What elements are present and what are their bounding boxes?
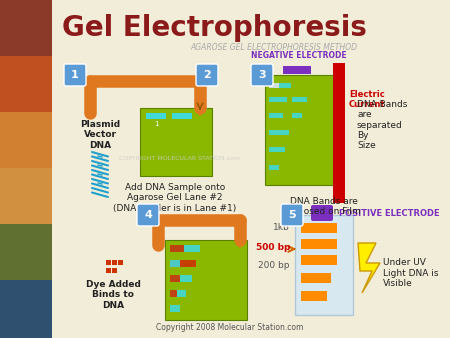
- FancyBboxPatch shape: [137, 204, 159, 226]
- Text: Gel Electrophoresis: Gel Electrophoresis: [62, 14, 367, 42]
- Bar: [301, 239, 337, 249]
- Text: 3: 3: [258, 70, 266, 80]
- Text: Under UV
Light DNA is
Visible: Under UV Light DNA is Visible: [383, 258, 438, 288]
- Bar: [170, 275, 180, 282]
- Bar: [301, 291, 327, 301]
- Bar: [0, 112, 52, 168]
- Text: 2: 2: [203, 70, 211, 80]
- Bar: [118, 260, 123, 265]
- Bar: [269, 113, 283, 118]
- Text: COPYRIGHT MOLECULAR STATION.com: COPYRIGHT MOLECULAR STATION.com: [119, 155, 241, 161]
- Text: AGAROSE GEL ELECTROPHORESIS METHOD: AGAROSE GEL ELECTROPHORESIS METHOD: [190, 43, 357, 51]
- Text: DNA Bands are
Exposed on Film: DNA Bands are Exposed on Film: [287, 197, 361, 216]
- Bar: [106, 260, 111, 265]
- Bar: [0, 56, 52, 112]
- Bar: [301, 273, 331, 283]
- Text: POSITIVE ELECTRODE: POSITIVE ELECTRODE: [339, 209, 440, 217]
- Bar: [292, 113, 302, 118]
- Bar: [301, 223, 337, 233]
- Bar: [170, 260, 196, 267]
- Bar: [170, 245, 200, 252]
- Bar: [172, 113, 192, 119]
- Text: DNA Bands
are
separated
By
Size: DNA Bands are separated By Size: [357, 100, 407, 150]
- Bar: [333, 63, 345, 203]
- Bar: [0, 280, 52, 338]
- FancyBboxPatch shape: [64, 64, 86, 86]
- Bar: [52, 0, 450, 338]
- Bar: [292, 97, 307, 102]
- Bar: [301, 255, 337, 265]
- FancyBboxPatch shape: [281, 204, 303, 226]
- Bar: [269, 83, 279, 88]
- Bar: [269, 130, 289, 135]
- Bar: [0, 168, 52, 224]
- Bar: [165, 240, 247, 320]
- Bar: [170, 260, 180, 267]
- Bar: [269, 165, 279, 170]
- Text: Dye Added
Binds to
DNA: Dye Added Binds to DNA: [86, 280, 140, 310]
- Bar: [170, 275, 192, 282]
- Bar: [170, 245, 184, 252]
- Bar: [0, 0, 52, 56]
- Bar: [295, 215, 353, 315]
- Text: 1: 1: [71, 70, 79, 80]
- Text: 5: 5: [288, 210, 296, 220]
- Text: 1: 1: [154, 121, 158, 127]
- Bar: [146, 113, 166, 119]
- Bar: [269, 147, 285, 152]
- Text: Plasmid
Vector
DNA: Plasmid Vector DNA: [80, 120, 120, 150]
- Bar: [112, 268, 117, 273]
- Text: Copyright 2008 Molecular Station.com: Copyright 2008 Molecular Station.com: [156, 323, 304, 332]
- Text: 500 bp: 500 bp: [256, 243, 290, 252]
- Bar: [170, 290, 186, 297]
- Polygon shape: [358, 243, 380, 293]
- Bar: [0, 224, 52, 280]
- Bar: [265, 75, 343, 185]
- Bar: [170, 290, 177, 297]
- Bar: [140, 108, 212, 176]
- Text: Electric
Current: Electric Current: [349, 90, 386, 110]
- Bar: [112, 260, 117, 265]
- FancyBboxPatch shape: [196, 64, 218, 86]
- FancyBboxPatch shape: [311, 205, 333, 221]
- Bar: [106, 268, 111, 273]
- Bar: [269, 83, 291, 88]
- Text: 200 bp: 200 bp: [258, 261, 290, 269]
- Bar: [170, 305, 180, 312]
- Bar: [269, 97, 287, 102]
- Bar: [283, 66, 311, 74]
- Text: 1kb: 1kb: [273, 223, 290, 233]
- Text: 4: 4: [144, 210, 152, 220]
- FancyBboxPatch shape: [251, 64, 273, 86]
- Text: NEGATIVE ELECTRODE: NEGATIVE ELECTRODE: [251, 51, 347, 60]
- Text: Add DNA Sample onto
Agarose Gel Lane #2
(DNA Ladder is in Lane #1): Add DNA Sample onto Agarose Gel Lane #2 …: [113, 183, 237, 213]
